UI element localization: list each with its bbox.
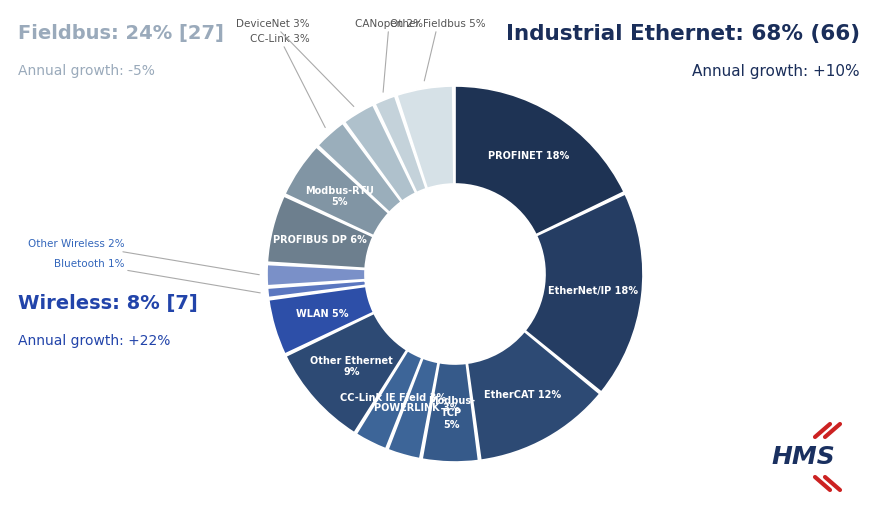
Wedge shape: [269, 286, 373, 354]
Text: Bluetooth 1%: Bluetooth 1%: [55, 259, 260, 293]
Text: Modbus-RTU
5%: Modbus-RTU 5%: [305, 186, 374, 208]
Text: WLAN 5%: WLAN 5%: [295, 309, 348, 319]
Wedge shape: [388, 358, 438, 459]
Wedge shape: [267, 265, 365, 286]
Wedge shape: [286, 313, 407, 433]
Text: EtherCAT 12%: EtherCAT 12%: [483, 390, 561, 400]
Text: Industrial Ethernet: 68% (66): Industrial Ethernet: 68% (66): [505, 24, 859, 44]
Text: Fieldbus: 24% [27]: Fieldbus: 24% [27]: [18, 24, 223, 43]
Wedge shape: [355, 350, 421, 449]
Text: Modbus-
TCP
5%: Modbus- TCP 5%: [428, 397, 474, 430]
Text: CC-Link IE Field 3%: CC-Link IE Field 3%: [339, 393, 445, 403]
Wedge shape: [524, 194, 642, 392]
Text: Other Ethernet
9%: Other Ethernet 9%: [309, 356, 392, 377]
Text: Wireless: 8% [7]: Wireless: 8% [7]: [18, 294, 197, 313]
Text: Other Wireless 2%: Other Wireless 2%: [29, 239, 259, 275]
Text: DeviceNet 3%: DeviceNet 3%: [236, 19, 354, 106]
Text: CC-Link 3%: CC-Link 3%: [250, 34, 325, 128]
Wedge shape: [421, 363, 478, 462]
Text: PROFINET 18%: PROFINET 18%: [488, 151, 568, 161]
Wedge shape: [344, 105, 415, 201]
Text: EtherNet/IP 18%: EtherNet/IP 18%: [547, 285, 637, 296]
Wedge shape: [267, 196, 373, 268]
Wedge shape: [396, 86, 454, 188]
Wedge shape: [467, 331, 599, 460]
Wedge shape: [375, 96, 426, 193]
Text: Annual growth: +22%: Annual growth: +22%: [18, 334, 170, 348]
Text: Annual growth: -5%: Annual growth: -5%: [18, 64, 155, 78]
Text: PROFIBUS DP 6%: PROFIBUS DP 6%: [273, 235, 367, 245]
Wedge shape: [284, 147, 388, 236]
Text: Annual growth: +10%: Annual growth: +10%: [692, 64, 859, 79]
Text: CANopen 2%: CANopen 2%: [355, 19, 422, 92]
Text: Other Fieldbus 5%: Other Fieldbus 5%: [389, 19, 485, 81]
Wedge shape: [268, 281, 365, 297]
Text: POWERLINK 3%: POWERLINK 3%: [374, 403, 459, 413]
Wedge shape: [317, 124, 401, 212]
Wedge shape: [454, 86, 623, 235]
Text: HMS: HMS: [770, 445, 834, 469]
